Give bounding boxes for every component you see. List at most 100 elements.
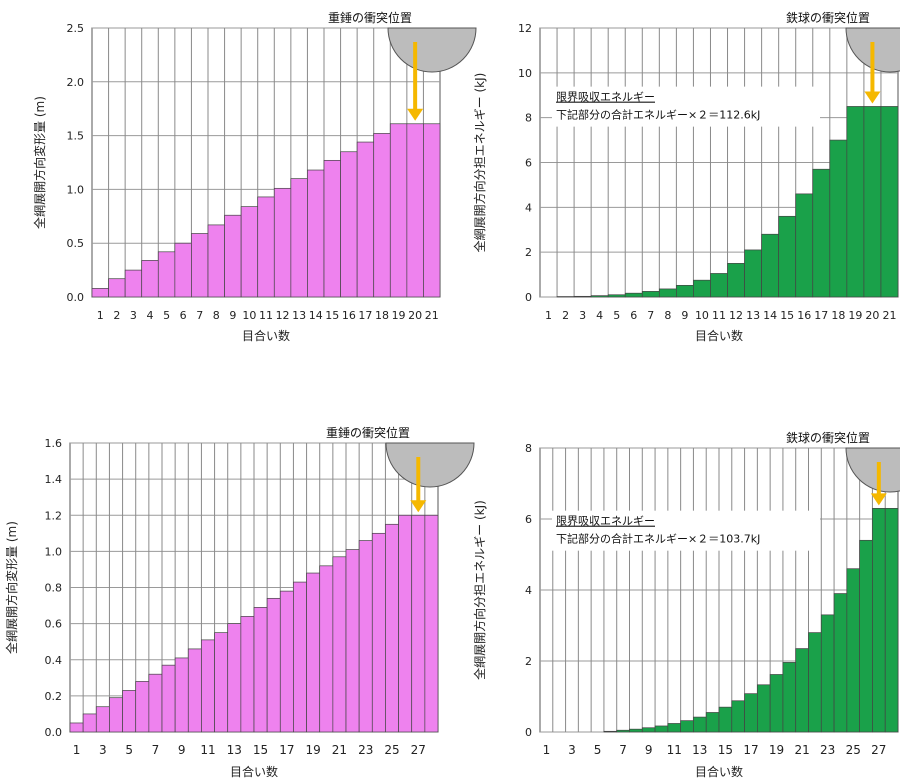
x-tick-label: 18 <box>375 309 389 322</box>
x-tick-label: 15 <box>253 743 268 757</box>
bar <box>680 720 694 733</box>
bar <box>319 565 334 733</box>
bar <box>693 279 711 298</box>
impact-arrow-head <box>410 500 427 513</box>
x-tick-label: 14 <box>309 309 323 322</box>
y-tick-label: 1.0 <box>67 183 85 196</box>
x-tick-label: 19 <box>769 743 784 757</box>
bar <box>385 523 399 733</box>
bar <box>257 196 275 298</box>
bar <box>148 673 163 733</box>
x-tick-label: 9 <box>178 743 186 757</box>
bar <box>95 706 110 733</box>
y-tick-label: 2.0 <box>67 76 85 89</box>
x-tick-label: 8 <box>664 309 671 322</box>
bar <box>727 263 745 298</box>
x-tick-label: 5 <box>594 743 602 757</box>
x-tick-label: 3 <box>130 309 137 322</box>
x-tick-label: 13 <box>292 309 306 322</box>
bar <box>778 215 797 298</box>
bar <box>757 684 771 733</box>
bar <box>323 159 341 298</box>
x-axis-label: 目合い数 <box>695 328 743 343</box>
bar <box>795 193 814 298</box>
bar <box>273 187 292 298</box>
bar <box>658 288 677 298</box>
x-tick-label: 21 <box>425 309 439 322</box>
y-tick-label: 0.8 <box>45 582 63 595</box>
y-tick-label: 0.0 <box>67 291 85 304</box>
y-tick-label: 2.5 <box>67 22 85 35</box>
bar <box>201 639 215 733</box>
bar <box>398 514 413 733</box>
bar <box>279 590 294 733</box>
annotation-title: 限界吸収エネルギー <box>556 91 655 104</box>
x-tick-label: 5 <box>613 309 620 322</box>
bar <box>846 106 865 298</box>
annotation-title: 限界吸収エネルギー <box>556 515 655 528</box>
bar <box>290 178 308 298</box>
bar <box>607 294 626 298</box>
bar <box>191 233 209 298</box>
bar <box>641 291 660 298</box>
impact-position-label: 鉄球の衝突位置 <box>786 430 870 445</box>
x-tick-label: 1 <box>543 743 551 757</box>
bar <box>705 712 720 733</box>
x-tick-label: 11 <box>712 309 726 322</box>
x-tick-label: 12 <box>729 309 743 322</box>
x-tick-label: 5 <box>163 309 170 322</box>
x-tick-label: 13 <box>692 743 707 757</box>
x-tick-label: 20 <box>865 309 879 322</box>
x-tick-label: 23 <box>358 743 373 757</box>
impactor-shape <box>387 27 477 73</box>
bar <box>872 508 886 733</box>
x-tick-label: 2 <box>562 309 569 322</box>
x-tick-label: 19 <box>306 743 321 757</box>
bar <box>224 214 242 298</box>
y-tick-label: 0.0 <box>45 726 63 739</box>
impact-arrow-head <box>407 108 424 121</box>
x-tick-label: 3 <box>579 309 586 322</box>
bar <box>795 648 809 733</box>
bar <box>880 106 899 298</box>
impact-arrow-head <box>870 493 887 506</box>
bar <box>710 273 728 298</box>
bar <box>332 556 347 733</box>
y-tick-label: 4 <box>525 201 532 214</box>
y-axis-label: 全網展開方向分担エネルギー (kJ) <box>472 500 487 680</box>
bar <box>884 508 899 733</box>
x-tick-label: 27 <box>411 743 426 757</box>
bar <box>174 242 192 298</box>
bar <box>371 532 386 733</box>
x-tick-label: 9 <box>681 309 688 322</box>
x-tick-label: 7 <box>619 743 627 757</box>
bar <box>306 572 321 733</box>
x-tick-label: 17 <box>814 309 828 322</box>
x-tick-label: 10 <box>695 309 709 322</box>
bar <box>389 123 408 298</box>
bar <box>340 151 358 298</box>
y-tick-label: 6 <box>525 513 532 526</box>
y-axis-label: 全網展開方向分担エネルギー (kJ) <box>472 73 487 253</box>
bar <box>207 224 225 298</box>
x-tick-label: 23 <box>820 743 835 757</box>
bar <box>718 706 733 733</box>
bar <box>240 206 259 298</box>
x-tick-label: 5 <box>125 743 133 757</box>
x-tick-label: 21 <box>882 309 896 322</box>
bar <box>654 725 669 733</box>
x-tick-label: 19 <box>848 309 862 322</box>
x-tick-label: 21 <box>332 743 347 757</box>
bar <box>307 169 325 298</box>
bar <box>667 723 681 733</box>
x-tick-label: 10 <box>242 309 256 322</box>
impact-position-label: 重錘の衝突位置 <box>328 10 412 25</box>
x-tick-label: 27 <box>871 743 886 757</box>
y-tick-label: 0.6 <box>45 618 63 631</box>
bar <box>812 168 831 298</box>
x-tick-label: 13 <box>227 743 242 757</box>
